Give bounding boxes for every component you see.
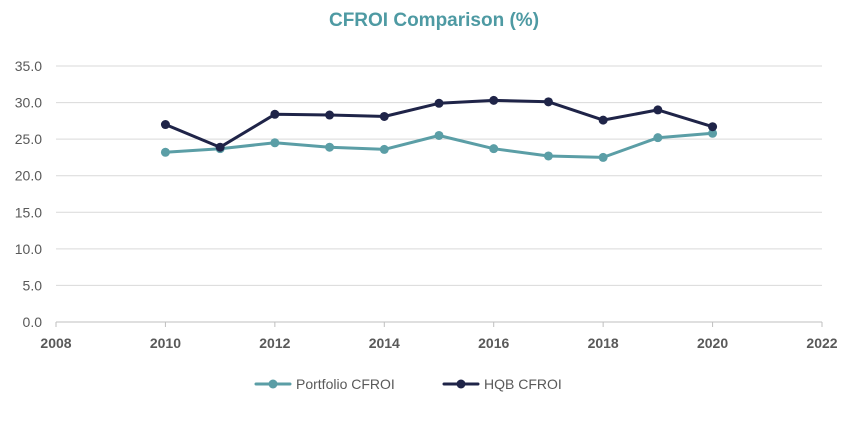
data-point-series-1 [379,111,389,121]
data-point-series-1 [653,105,663,115]
data-point-series-0 [434,130,444,140]
data-point-series-0 [708,128,718,138]
chart-title: CFROI Comparison (%) [328,10,540,31]
x-tick-label: 2014 [369,335,400,351]
y-tick-label: 20.0 [15,168,42,184]
data-point-series-1 [434,98,444,108]
y-tick-label: 10.0 [15,241,42,257]
data-point-series-0 [325,142,335,152]
legend-swatch-marker [268,379,278,389]
data-point-series-1 [270,109,280,119]
data-point-series-0 [598,152,608,162]
legend-swatch-marker [456,379,466,389]
data-point-series-1 [215,142,225,152]
y-tick-label: 0.0 [23,314,43,330]
data-point-series-0 [543,151,553,161]
x-tick-label: 2016 [478,335,509,351]
legend-label: HQB CFROI [484,376,562,392]
y-tick-label: 35.0 [15,58,42,74]
data-point-series-0 [653,133,663,143]
data-point-series-0 [160,147,170,157]
data-point-series-0 [379,144,389,154]
data-point-series-1 [708,122,718,132]
legend-label: Portfolio CFROI [296,376,395,392]
data-point-series-0 [489,144,499,154]
data-point-series-1 [325,110,335,120]
x-tick-label: 2018 [588,335,619,351]
data-point-series-1 [160,120,170,130]
data-point-series-1 [598,115,608,125]
x-tick-label: 2022 [806,335,837,351]
x-tick-label: 2010 [150,335,181,351]
x-tick-label: 2012 [259,335,290,351]
x-tick-label: 2020 [697,335,728,351]
data-point-series-1 [543,97,553,107]
data-point-series-0 [270,138,280,148]
y-tick-label: 5.0 [23,277,43,293]
y-tick-label: 25.0 [15,131,42,147]
y-tick-label: 15.0 [15,204,42,220]
x-tick-label: 2008 [40,335,71,351]
data-point-series-1 [489,95,499,105]
y-tick-label: 30.0 [15,95,42,111]
